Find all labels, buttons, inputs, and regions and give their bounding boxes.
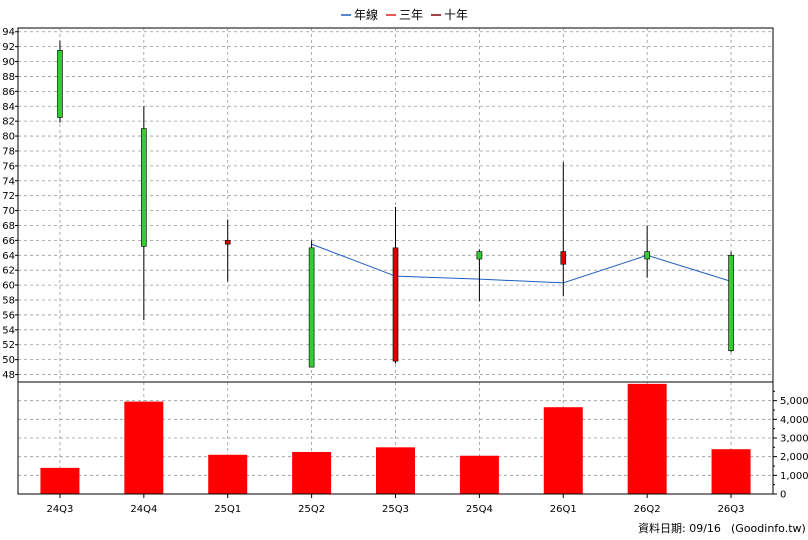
price-tick-label: 92 xyxy=(2,42,15,53)
legend-label-3y: 三年 xyxy=(399,8,423,22)
price-tick-label: 52 xyxy=(2,340,15,351)
annual-line xyxy=(311,243,732,284)
volume-bar xyxy=(627,383,667,494)
x-tick-label: 26Q1 xyxy=(550,504,577,515)
x-tick-label: 25Q4 xyxy=(466,504,493,515)
price-tick-label: 72 xyxy=(2,191,15,202)
candle-body xyxy=(141,128,147,247)
legend-label-10y: 十年 xyxy=(444,8,468,22)
price-tick-label: 58 xyxy=(2,296,15,307)
price-tick-label: 62 xyxy=(2,266,15,277)
candle-body xyxy=(57,50,63,118)
x-tick-label: 24Q3 xyxy=(46,504,73,515)
volume-bar xyxy=(124,401,164,494)
candle-body xyxy=(392,247,399,362)
candles xyxy=(57,40,734,368)
candle-body xyxy=(224,240,231,245)
volume-axis: 0 1,000 2,000 3,000 4,000 5,000 xyxy=(773,390,808,501)
candle-body xyxy=(728,255,734,351)
candle-body xyxy=(308,247,315,368)
candle-body xyxy=(476,251,483,260)
x-tick-label: 26Q3 xyxy=(718,504,745,515)
volume-tick-label: 4,000 xyxy=(780,415,808,426)
price-tick-label: 78 xyxy=(2,146,15,157)
volume-bars xyxy=(40,383,751,494)
price-tick-label: 54 xyxy=(2,325,15,336)
volume-tick-label: 5,000 xyxy=(780,396,808,407)
candle-body xyxy=(560,251,567,265)
volume-tick-label: 1,000 xyxy=(780,471,808,482)
plot-frame xyxy=(17,27,774,495)
x-tick-label: 24Q4 xyxy=(130,504,157,515)
volume-tick-label: 3,000 xyxy=(780,434,808,445)
price-tick-label: 94 xyxy=(2,27,15,38)
x-tick-label: 25Q1 xyxy=(214,504,241,515)
volume-bar xyxy=(543,407,583,494)
volume-bar xyxy=(711,449,751,494)
price-tick-label: 80 xyxy=(2,132,15,143)
price-tick-label: 50 xyxy=(2,355,15,366)
volume-bar xyxy=(40,467,80,494)
volume-tick-label: 0 xyxy=(780,490,786,501)
price-tick-label: 60 xyxy=(2,281,15,292)
price-tick-label: 90 xyxy=(2,57,15,68)
annual-line-series xyxy=(311,243,732,284)
price-tick-label: 66 xyxy=(2,236,15,247)
legend: 年線 三年 十年 xyxy=(341,7,468,22)
price-tick-label: 74 xyxy=(2,176,15,187)
volume-bar xyxy=(208,454,248,494)
price-tick-label: 84 xyxy=(2,102,15,113)
x-tick-label: 25Q3 xyxy=(382,504,409,515)
price-tick-label: 88 xyxy=(2,72,15,83)
volume-bar xyxy=(292,452,332,494)
price-tick-label: 56 xyxy=(2,310,15,321)
x-axis: 24Q3 24Q4 25Q1 25Q2 25Q3 25Q4 26Q1 26Q2 26Q3 xyxy=(46,494,745,515)
price-tick-label: 76 xyxy=(2,161,15,172)
footer-source: (Goodinfo.tw) xyxy=(731,522,806,535)
price-tick-label: 48 xyxy=(2,370,15,381)
x-tick-label: 25Q2 xyxy=(298,504,325,515)
footer-date: 資料日期: 09/16 xyxy=(638,521,721,535)
price-tick-label: 70 xyxy=(2,206,15,217)
x-tick-label: 26Q2 xyxy=(634,504,661,515)
legend-label-annual: 年線 xyxy=(354,7,378,22)
volume-tick-label: 2,000 xyxy=(780,452,808,463)
price-tick-label: 68 xyxy=(2,221,15,232)
price-axis: 48 50 52 54 56 58 60 62 64 66 68 70 72 74 76 78 80 82 84 86… xyxy=(2,27,18,381)
price-tick-label: 64 xyxy=(2,251,15,262)
candle-body xyxy=(644,251,650,260)
volume-bar xyxy=(376,447,415,494)
grid xyxy=(18,28,773,494)
price-tick-label: 86 xyxy=(2,87,15,98)
price-tick-label: 82 xyxy=(2,117,15,128)
volume-bar xyxy=(459,455,499,494)
